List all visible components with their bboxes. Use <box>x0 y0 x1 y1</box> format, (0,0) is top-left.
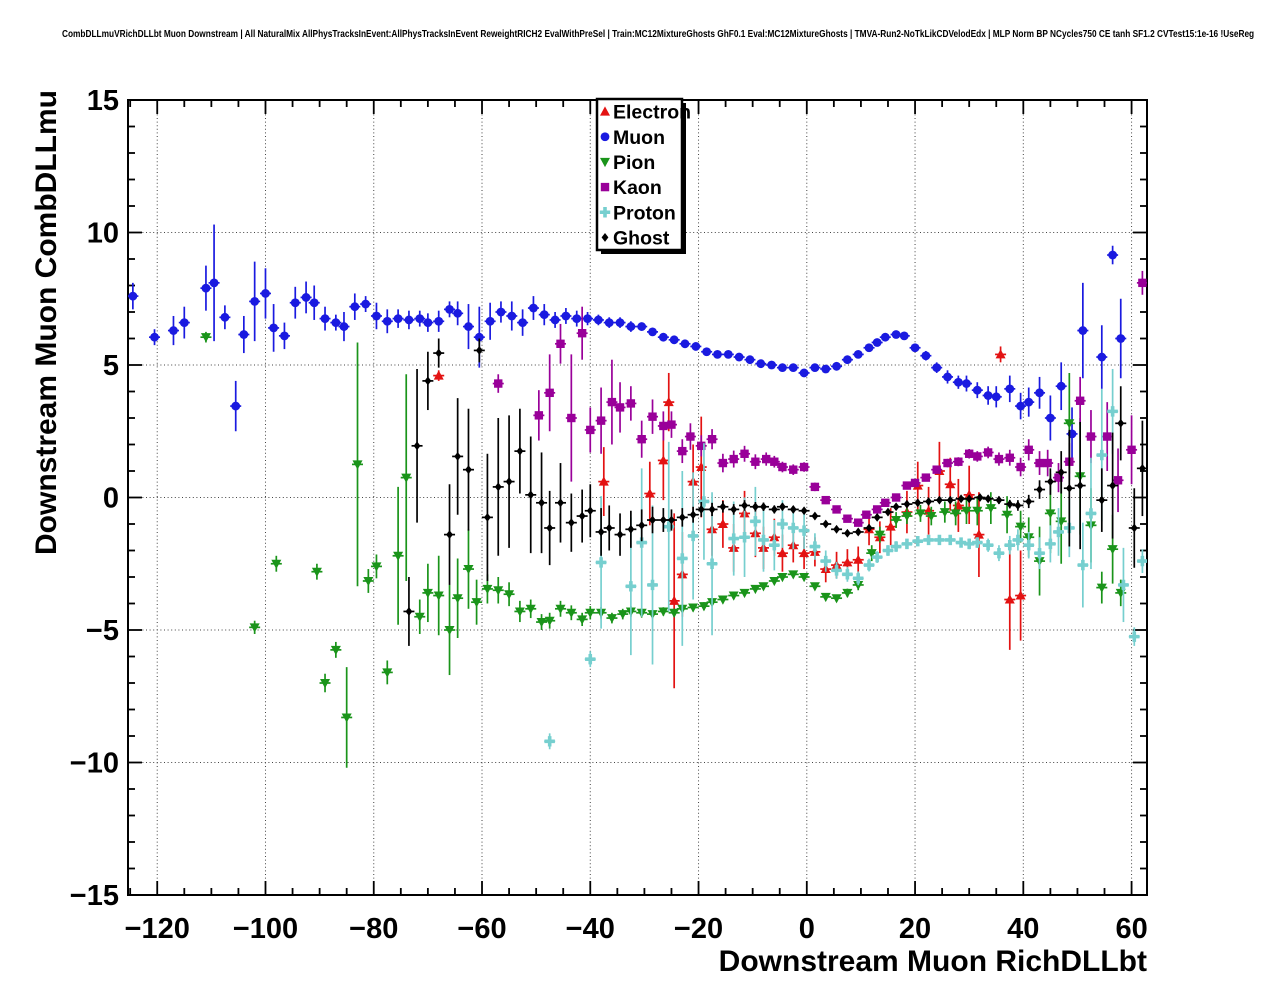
legend-label: Electron <box>613 102 691 124</box>
axis-ticks <box>128 99 1147 896</box>
legend-entry-proton: Proton <box>599 202 676 224</box>
svg-text:−100: −100 <box>233 913 298 945</box>
y-axis-title: Downstream Muon CombDLLmu <box>30 90 63 555</box>
svg-text:−20: −20 <box>674 913 723 945</box>
legend-entry-muon: Muon <box>600 127 665 149</box>
svg-text:−60: −60 <box>457 913 506 945</box>
legend-entry-ghost: Ghost <box>601 227 670 249</box>
series-kaon <box>492 270 1147 527</box>
svg-text:40: 40 <box>1007 913 1039 945</box>
legend-entry-kaon: Kaon <box>600 177 662 199</box>
series-electron <box>433 346 1027 689</box>
svg-text:15: 15 <box>87 85 119 117</box>
series-proton <box>544 368 1147 750</box>
legend-label: Pion <box>613 152 655 174</box>
gridlines <box>128 100 1147 895</box>
y-tick-labels: −15 −10 −5 0 5 10 15 <box>70 85 119 912</box>
legend-label: Kaon <box>613 177 662 199</box>
plot-title: CombDLLmuVRichDLLbt Muon Downstream | Al… <box>62 28 1255 40</box>
legend: Electron Muon Pion Kaon Proton Ghost <box>595 97 691 254</box>
legend-label: Proton <box>613 202 676 224</box>
legend-entry-pion: Pion <box>600 152 655 174</box>
svg-text:−120: −120 <box>125 913 190 945</box>
x-axis-title: Downstream Muon RichDLLbt <box>719 945 1147 978</box>
svg-text:60: 60 <box>1115 913 1147 945</box>
x-tick-labels: −120 −100 −80 −60 −40 −20 0 20 40 60 <box>125 913 1148 945</box>
svg-text:−15: −15 <box>70 880 119 912</box>
svg-text:−5: −5 <box>86 615 119 647</box>
svg-text:−40: −40 <box>566 913 615 945</box>
svg-text:−10: −10 <box>70 748 119 780</box>
svg-text:5: 5 <box>103 350 119 382</box>
svg-text:20: 20 <box>899 913 931 945</box>
series-muon <box>128 224 1127 461</box>
legend-label: Muon <box>613 127 665 149</box>
svg-text:10: 10 <box>87 218 119 250</box>
series-ghost <box>403 338 1147 646</box>
legend-box <box>595 97 684 252</box>
svg-text:0: 0 <box>103 483 119 515</box>
svg-text:−80: −80 <box>349 913 398 945</box>
legend-entry-electron: Electron <box>600 102 691 124</box>
legend-label: Ghost <box>613 227 670 249</box>
svg-text:0: 0 <box>799 913 815 945</box>
